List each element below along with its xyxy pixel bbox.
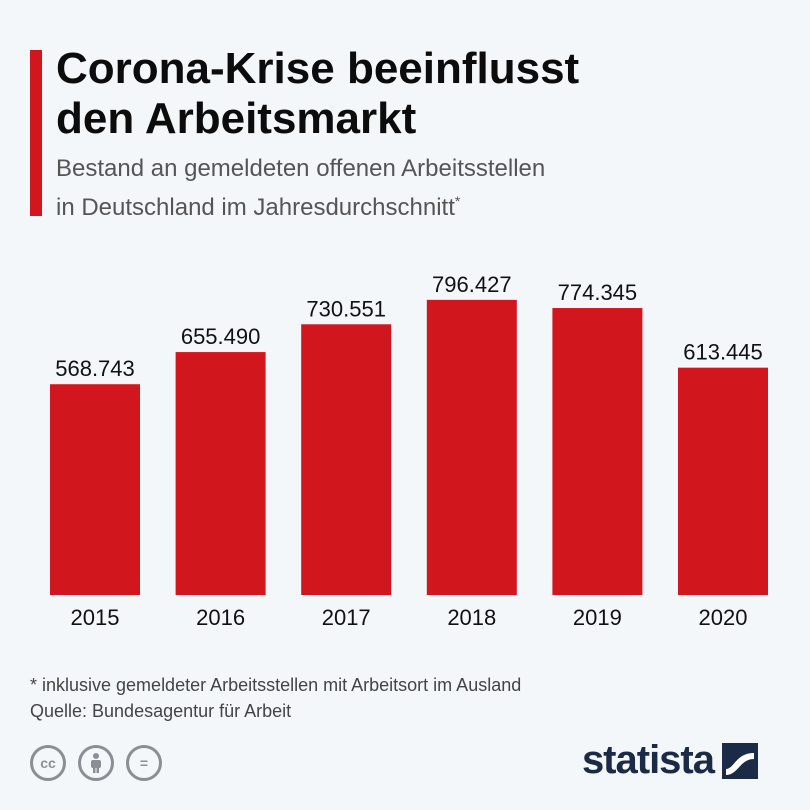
attribution-icon[interactable] [78,745,114,781]
bar-2018 [426,299,517,595]
footnote-text: * inklusive gemeldeter Arbeitsstellen mi… [30,675,522,695]
subtitle-line-2: in Deutschland im Jahresdurchschnitt [56,194,455,221]
bar-2017 [301,324,392,595]
x-tick-label-2015: 2015 [71,605,120,630]
bar-chart: 568.743 2015 655.490 2016 730.551 2017 796.427… [50,272,768,630]
title-accent-bar [30,50,42,216]
page-title: Corona-Krise beeinflusst den Arbeitsmark… [56,44,786,144]
x-tick-label-2020: 2020 [699,605,748,630]
x-tick-label-2017: 2017 [322,605,371,630]
bar-2015 [50,384,140,595]
value-label-2015: 568.743 [55,356,135,381]
page-subtitle: Bestand an gemeldeten offenen Arbeitsste… [56,153,786,224]
no-derivatives-icon[interactable]: = [126,745,162,781]
title-line-2: den Arbeitsmarkt [56,94,417,143]
person-icon [91,753,101,773]
license-icons: cc = [30,745,162,781]
brand[interactable]: statista [582,738,758,783]
bar-2019 [552,308,643,595]
cc-icon[interactable]: cc [30,745,66,781]
x-tick-label-2016: 2016 [196,605,245,630]
x-tick-label-2018: 2018 [447,605,496,630]
source-text: Quelle: Bundesagentur für Arbeit [30,701,292,721]
bar-2020 [678,367,768,595]
value-label-2016: 655.490 [181,324,261,349]
footer-notes: * inklusive gemeldeter Arbeitsstellen mi… [30,672,521,724]
statista-logo-icon [722,742,758,779]
bar-2016 [175,352,266,595]
value-label-2018: 796.427 [432,272,512,297]
value-label-2020: 613.445 [683,340,763,365]
title-line-1: Corona-Krise beeinflusst [56,44,580,93]
x-tick-label-2019: 2019 [573,605,622,630]
value-label-2019: 774.345 [558,280,638,305]
value-label-2017: 730.551 [306,296,386,321]
brand-name: statista [581,738,715,782]
subtitle-line-1: Bestand an gemeldeten offenen Arbeitsste… [56,155,546,182]
subtitle-footnote-marker: * [454,193,461,209]
